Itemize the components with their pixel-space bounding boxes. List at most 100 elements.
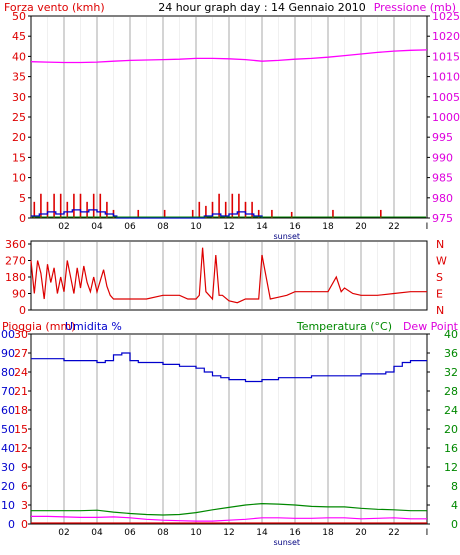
- y-tick-label: 50: [12, 10, 26, 23]
- y2-tick-label: 1005: [432, 91, 460, 104]
- temperature-tick-label: 20: [444, 423, 458, 436]
- x-tick-label: 20: [355, 222, 367, 232]
- rain-axis-title: Pioggia (mm): [2, 320, 75, 333]
- temperature-tick-label: 0: [451, 518, 458, 531]
- y2-tick-label: 975: [432, 212, 453, 225]
- y-tick-label: 25: [12, 111, 26, 124]
- y-tick-label: 5: [19, 192, 26, 205]
- rain-tick-label: 18: [14, 404, 28, 417]
- rain-tick-label: 6: [21, 480, 28, 493]
- x-tick-label: I: [426, 222, 429, 232]
- y-tick-label: 180: [5, 271, 26, 284]
- x-tick-label: 22: [388, 222, 399, 232]
- x-tick-label: 02: [58, 528, 69, 538]
- y2-tick-label: 980: [432, 192, 453, 205]
- y2-tick-label: 1000: [432, 111, 460, 124]
- temperature-tick-label: 4: [451, 499, 458, 512]
- x-tick-label: 18: [322, 528, 334, 538]
- x-tick-label: 06: [124, 222, 136, 232]
- y2-tick-label: 990: [432, 151, 453, 164]
- temperature-tick-label: 36: [444, 347, 458, 360]
- x-tick-label: 04: [91, 222, 103, 232]
- rain-tick-label: 0: [21, 518, 28, 531]
- x-tick-label: 20: [355, 528, 367, 538]
- y2-tick-label: 1010: [432, 71, 460, 84]
- rain-tick-label: 24: [14, 366, 28, 379]
- series-humidity-line: [31, 352, 427, 383]
- humidity-tick-label: 20: [1, 480, 15, 493]
- compass-label: S: [436, 271, 443, 284]
- x-tick-label: 16: [289, 222, 301, 232]
- rain-tick-label: 9: [21, 461, 28, 474]
- wind-speed-axis-title: Forza vento (kmh): [4, 1, 105, 14]
- x-tick-label: I: [426, 528, 429, 538]
- humidity-tick-label: 30: [1, 461, 15, 474]
- y-tick-label: 20: [12, 131, 26, 144]
- y-tick-label: 45: [12, 30, 26, 43]
- humidity-tick-label: 0: [8, 518, 15, 531]
- y2-tick-label: 1020: [432, 30, 460, 43]
- humidity-tick-label: 60: [1, 404, 15, 417]
- y-tick-label: 15: [12, 151, 26, 164]
- y2-tick-label: 995: [432, 131, 453, 144]
- y-tick-label: 0: [19, 212, 26, 225]
- humidity-tick-label: 100: [0, 328, 15, 341]
- y2-tick-label: 1015: [432, 50, 460, 63]
- x-tick-label: 04: [91, 528, 103, 538]
- humidity-tick-label: 10: [1, 499, 15, 512]
- humidity-tick-label: 90: [1, 347, 15, 360]
- y2-tick-label: 1025: [432, 10, 460, 23]
- sunset-note: sunset: [273, 538, 300, 547]
- x-tick-label: 02: [58, 222, 69, 232]
- compass-label: W: [436, 255, 447, 268]
- temperature-tick-label: 28: [444, 385, 458, 398]
- humidity-axis-title: Umidita %: [65, 320, 122, 333]
- x-tick-label: 08: [157, 222, 169, 232]
- temperature-axis-title: Temperatura (°C): [296, 320, 392, 333]
- humidity-tick-label: 50: [1, 423, 15, 436]
- x-tick-label: 18: [322, 222, 334, 232]
- rain-tick-label: 30: [14, 328, 28, 341]
- x-tick-label: 10: [190, 528, 202, 538]
- chart-title: 24 hour graph day : 14 Gennaio 2010: [158, 1, 366, 14]
- y2-tick-label: 985: [432, 172, 453, 185]
- rain-tick-label: 27: [14, 347, 28, 360]
- sunset-note: sunset: [273, 232, 300, 241]
- series-temperature-line: [31, 502, 427, 516]
- series-dew-point-line: [31, 515, 427, 522]
- x-tick-label: 12: [223, 528, 234, 538]
- temperature-tick-label: 40: [444, 328, 458, 341]
- y-tick-label: 0: [19, 304, 26, 317]
- humidity-tick-label: 80: [1, 366, 15, 379]
- x-tick-label: 14: [256, 222, 268, 232]
- x-tick-label: 10: [190, 222, 202, 232]
- compass-label: E: [436, 288, 443, 301]
- y-tick-label: 270: [5, 255, 26, 268]
- series-wind-avg-line: [31, 209, 263, 219]
- dew-point-axis-title: Dew Point: [403, 320, 459, 333]
- compass-label: N: [436, 238, 444, 251]
- x-tick-label: 08: [157, 528, 169, 538]
- series-wind-direction-line: [30, 247, 427, 304]
- rain-tick-label: 15: [14, 423, 28, 436]
- rain-tick-label: 12: [14, 442, 28, 455]
- y-tick-label: 35: [12, 71, 26, 84]
- x-tick-label: 16: [289, 528, 301, 538]
- x-tick-label: 14: [256, 528, 268, 538]
- y-tick-label: 360: [5, 238, 26, 251]
- temperature-tick-label: 12: [444, 461, 458, 474]
- temperature-tick-label: 24: [444, 404, 458, 417]
- compass-label: N: [436, 304, 444, 317]
- temperature-tick-label: 32: [444, 366, 458, 379]
- rain-tick-label: 21: [14, 385, 28, 398]
- x-tick-label: 22: [388, 528, 399, 538]
- y-tick-label: 10: [12, 172, 26, 185]
- humidity-tick-label: 40: [1, 442, 15, 455]
- temperature-tick-label: 8: [451, 480, 458, 493]
- rain-tick-label: 3: [21, 499, 28, 512]
- y-tick-label: 30: [12, 91, 26, 104]
- y-tick-label: 40: [12, 50, 26, 63]
- series-pressure-line: [30, 49, 428, 64]
- humidity-tick-label: 70: [1, 385, 15, 398]
